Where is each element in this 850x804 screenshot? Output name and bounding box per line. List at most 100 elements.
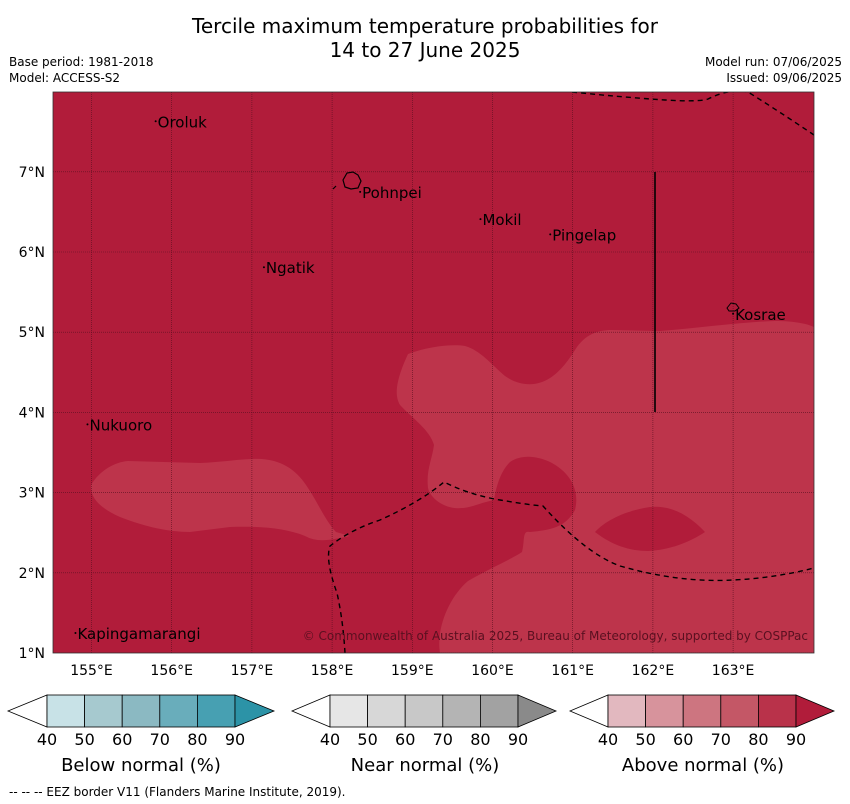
lat-tick-label: 4°N <box>19 405 45 421</box>
colorbar-2: 40 50 60 70 80 90 <box>568 694 836 749</box>
map-frame <box>52 91 815 654</box>
colorbar-tick-label: 60 <box>395 730 415 749</box>
colorbar-tick-label: 40 <box>320 730 340 749</box>
colorbar-1: 40 50 60 70 80 90 <box>290 694 558 749</box>
colorbar-segment <box>682 694 722 728</box>
lon-tick-label: 160°E <box>471 663 514 679</box>
colorbar-tick-label: 50 <box>357 730 377 749</box>
colorbar-tick-label: 40 <box>37 730 57 749</box>
place-label: Kosrae <box>735 306 786 324</box>
colorbar-tick-label: 80 <box>187 730 207 749</box>
near-normal-label: Near normal (%) <box>350 755 500 776</box>
model-name: Model: ACCESS-S2 <box>9 71 121 85</box>
lon-tick-label: 155°E <box>70 663 113 679</box>
issued-date: Issued: 09/06/2025 <box>726 71 842 85</box>
colorbar-low-extend <box>6 694 48 728</box>
lon-tick-label: 163°E <box>712 663 755 679</box>
place-label: Kapingamarangi <box>77 625 200 643</box>
colorbars: 40 50 60 70 80 90 40 50 60 70 80 90 40 50 60 70 80 90 <box>6 694 836 749</box>
lon-tick-label: 161°E <box>551 663 594 679</box>
colorbar-low-extend <box>290 694 331 728</box>
place-label: Ngatik <box>266 259 315 277</box>
colorbar-0: 40 50 60 70 80 90 <box>6 694 276 749</box>
above-normal-70-80-region-west <box>90 458 350 541</box>
kosrae-island-outline <box>726 302 740 312</box>
place-marker <box>86 423 89 426</box>
eez-border-south <box>327 481 814 653</box>
place-label: Mokil <box>482 211 521 229</box>
lon-tick-label: 157°E <box>231 663 274 679</box>
below-normal-label: Below normal (%) <box>61 755 221 776</box>
lat-tick-label: 6°N <box>19 245 45 261</box>
colorbar-segment <box>159 694 198 728</box>
lon-tick-label: 156°E <box>150 663 193 679</box>
colorbar-tick-label: 70 <box>150 730 170 749</box>
meta-right: Model run: 07/06/2025 Issued: 09/06/2025 <box>705 54 842 86</box>
colorbar-low-extend <box>568 694 609 728</box>
colorbar-segment <box>758 694 797 728</box>
eez-border <box>327 92 814 653</box>
colorbar-tick-label: 80 <box>470 730 490 749</box>
colorbar-segment <box>404 694 444 728</box>
place-marker <box>74 631 77 634</box>
lat-tick-label: 7°N <box>19 165 45 181</box>
colorbar-segment <box>329 694 368 728</box>
longitude-tick-labels: 155°E 156°E 157°E 158°E 159°E 160°E 161°E 162°E… <box>70 663 754 679</box>
model-run: Model run: 07/06/2025 <box>704 55 842 69</box>
eez-footnote: -- -- -- EEZ border V11 (Flanders Marine… <box>9 785 346 799</box>
colorbar-tick-label: 50 <box>635 730 655 749</box>
colorbar-segment <box>196 694 236 728</box>
colorbar-high-extend <box>234 694 276 728</box>
place-label: Oroluk <box>158 113 207 131</box>
colorbar-segment <box>367 694 406 728</box>
colorbar-tick-label: 70 <box>433 730 453 749</box>
lat-tick-label: 1°N <box>19 646 45 662</box>
above-normal-label: Above normal (%) <box>621 755 785 776</box>
colorbar-segment <box>607 694 646 728</box>
colorbar-segment <box>479 694 519 728</box>
lat-tick-label: 2°N <box>19 566 45 582</box>
place-marker <box>732 312 735 315</box>
place-marker <box>262 266 265 269</box>
place-label: Pohnpei <box>362 184 422 202</box>
colorbar-segment <box>442 694 481 728</box>
map-plot-area: Oroluk Pohnpei Mokil Pingelap Ngatik Kosrae Nu… <box>53 92 814 653</box>
above-normal-80-90-patch <box>595 506 705 551</box>
place-marker <box>549 233 552 236</box>
title-line-2: 14 to 27 June 2025 <box>329 38 521 62</box>
colorbar-tick-label: 60 <box>673 730 693 749</box>
title-line-1: Tercile maximum temperature probabilitie… <box>192 14 658 38</box>
colorbar-tick-label: 90 <box>786 730 806 749</box>
meta-left: Base period: 1981-2018 Model: ACCESS-S2 <box>9 54 154 86</box>
colorbar-tick-label: 70 <box>711 730 731 749</box>
lat-tick-label: 5°N <box>19 325 45 341</box>
pohnpei-island-outline <box>332 171 362 190</box>
copyright-text: © Commonwealth of Australia 2025, Bureau… <box>303 629 808 643</box>
colorbar-high-extend <box>517 694 558 728</box>
colorbar-tick-label: 90 <box>508 730 528 749</box>
above-normal-70-80-region-central <box>396 321 814 653</box>
place-marker <box>154 120 157 123</box>
colorbar-tick-label: 40 <box>598 730 618 749</box>
eez-border-north <box>571 92 814 136</box>
latitude-tick-labels: 1°N 2°N 3°N 4°N 5°N 6°N 7°N <box>19 165 45 662</box>
colorbar-segment <box>645 694 684 728</box>
colorbar-segment <box>121 694 161 728</box>
place-labels: Oroluk Pohnpei Mokil Pingelap Ngatik Kosrae Nu… <box>74 113 786 643</box>
place-label: Pingelap <box>552 226 616 244</box>
lat-tick-label: 3°N <box>19 486 45 502</box>
colorbar-tick-label: 80 <box>748 730 768 749</box>
base-period: Base period: 1981-2018 <box>9 55 154 69</box>
colorbar-tick-label: 50 <box>74 730 94 749</box>
graticule <box>53 92 814 653</box>
place-marker <box>359 190 362 193</box>
colorbar-segment <box>84 694 123 728</box>
place-marker <box>479 218 482 221</box>
colorbar-tick-label: 60 <box>112 730 132 749</box>
lon-tick-label: 158°E <box>311 663 354 679</box>
colorbar-high-extend <box>795 694 836 728</box>
map-title: Tercile maximum temperature probabilitie… <box>0 14 850 62</box>
colorbar-segment <box>46 694 85 728</box>
place-label: Nukuoro <box>89 416 152 434</box>
